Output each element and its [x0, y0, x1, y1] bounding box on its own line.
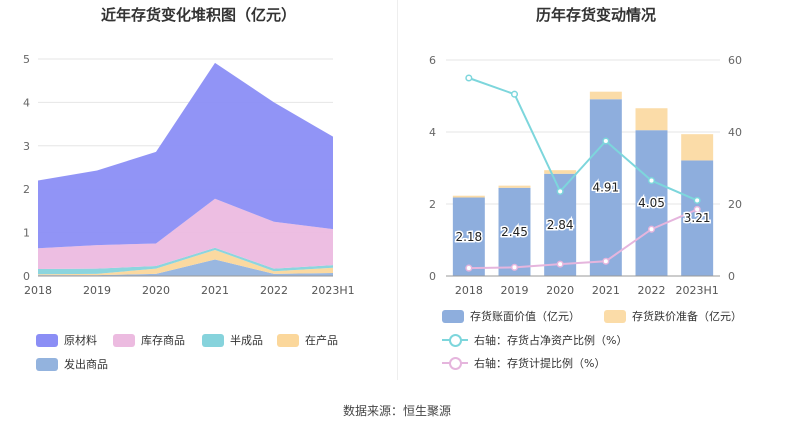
legend-label: 右轴：存货计提比例（%）: [474, 357, 606, 370]
x-tick-label: 2019: [83, 284, 111, 297]
line-point: [602, 257, 610, 265]
legend-label: 右轴：存货占净资产比例（%）: [474, 334, 628, 347]
area-series-2: [38, 247, 333, 275]
x-tick-label: 2018: [24, 284, 52, 297]
legend-item: 右轴：存货计提比例（%）: [442, 355, 605, 371]
y-tick-label: 0: [429, 270, 436, 283]
legend-swatch: [202, 333, 224, 347]
legend-item: 在产品: [277, 332, 338, 348]
legend-label: 在产品: [305, 334, 338, 347]
y-tick-label: 1: [23, 227, 30, 240]
legend-swatch: [36, 333, 58, 347]
y-tick-label: 2: [429, 198, 436, 211]
data-source-note: 数据来源：恒生聚源: [342, 404, 451, 418]
legend-swatch: [604, 309, 626, 323]
left-legend: 原材料 库存商品 半成品 在产品发出商品: [0, 326, 397, 376]
left-chart-title: 近年存货变化堆积图（亿元）: [100, 6, 296, 24]
legend-label: 库存商品: [141, 334, 185, 347]
bar-data-label: 3.21: [684, 211, 711, 225]
legend-item: 库存商品: [113, 332, 185, 348]
line-point: [465, 74, 473, 82]
legend-label: 存货跌价准备（亿元）: [632, 310, 742, 323]
line-point: [556, 260, 564, 268]
legend-label: 原材料: [64, 334, 97, 347]
area-series-3: [38, 198, 333, 270]
legend-swatch: [36, 357, 58, 371]
x-tick-label: 2022: [260, 284, 288, 297]
x-tick-label: 2021: [201, 284, 229, 297]
bar-book-value: [589, 99, 622, 277]
y-tick-label: 3: [23, 140, 30, 153]
bar-book-value: [452, 197, 485, 276]
line-point: [693, 196, 701, 204]
line-point: [510, 90, 519, 98]
line-point: [602, 137, 610, 145]
y-tick-label: 4: [23, 96, 30, 109]
line-point: [693, 205, 701, 213]
x-tick-label: 2018: [455, 284, 483, 297]
x-tick-label: 2020: [546, 284, 574, 297]
y2-tick-label: 20: [728, 198, 742, 211]
panel-divider: [397, 0, 398, 380]
bar-provision: [589, 91, 622, 100]
bar-data-label: 2.18: [455, 230, 482, 244]
line-point: [647, 177, 656, 185]
line-series-1: [468, 208, 698, 270]
y2-tick-label: 40: [728, 126, 742, 139]
line-point: [647, 225, 656, 233]
x-tick-label: 2021: [592, 284, 620, 297]
legend-item: 存货跌价准备（亿元）: [604, 308, 742, 324]
bar-data-label: 4.91: [592, 181, 619, 195]
bar-book-value: [681, 160, 714, 276]
legend-item: 原材料: [36, 332, 97, 348]
bar-data-label: 2.84: [547, 218, 574, 232]
right-chart-title: 历年存货变动情况: [535, 6, 656, 24]
legend-label: 半成品: [230, 334, 263, 347]
area-series-1: [38, 249, 333, 276]
line-point: [465, 264, 473, 272]
y-tick-label: 6: [429, 54, 436, 67]
area-series-4: [38, 62, 333, 249]
bar-provision: [681, 134, 714, 161]
x-tick-label: 2022: [638, 284, 666, 297]
right-legend: 存货账面价值（亿元） 存货跌价准备（亿元） 右轴：存货占净资产比例（%） 右轴：存货计…: [398, 304, 794, 384]
y2-tick-label: 0: [728, 270, 735, 283]
bar-line-panel: 历年存货变动情况 0 2 4 6 0 20 40 60 2018 2019 2020 2021 2022…: [398, 0, 794, 390]
line-series-0: [468, 77, 698, 202]
bar-provision: [452, 195, 485, 198]
legend-item: 右轴：存货占净资产比例（%）: [442, 332, 627, 348]
legend-label: 发出商品: [64, 358, 108, 371]
bar-book-value: [635, 130, 668, 276]
legend-swatch: [277, 333, 299, 347]
y-tick-label: 4: [429, 126, 436, 139]
legend-swatch: [442, 309, 464, 323]
legend-item: 存货账面价值（亿元）: [442, 308, 580, 324]
bar-provision: [498, 185, 531, 188]
y-tick-label: 0: [23, 270, 30, 283]
legend-swatch: [113, 333, 135, 347]
bar-provision: [635, 108, 668, 131]
legend-line-marker: [442, 333, 468, 347]
bar-book-value: [498, 187, 531, 276]
x-tick-label: 2023H1: [311, 284, 354, 297]
area-series-0: [38, 259, 333, 276]
legend-line-marker: [442, 356, 468, 370]
legend-item: 发出商品: [36, 356, 108, 372]
y-tick-label: 5: [23, 53, 30, 66]
x-tick-label: 2023H1: [676, 284, 719, 297]
stacked-area-panel: 近年存货变化堆积图（亿元） 0 1 2 3 4 5 2018 2019 2020 2021 2022…: [0, 0, 397, 390]
x-tick-label: 2020: [142, 284, 170, 297]
line-point: [510, 263, 519, 271]
stacked-area-chart: 0 1 2 3 4 5 2018 2019 2020 2021 2022 2023H1: [23, 53, 355, 297]
y2-tick-label: 60: [728, 54, 742, 67]
bar-data-label: 2.45: [501, 225, 528, 239]
line-point: [556, 187, 564, 195]
bar-data-label: 4.05: [638, 196, 665, 210]
bar-provision: [544, 170, 577, 174]
y-tick-label: 2: [23, 183, 30, 196]
legend-item: 半成品: [202, 332, 263, 348]
x-tick-label: 2019: [501, 284, 529, 297]
legend-label: 存货账面价值（亿元）: [470, 310, 580, 323]
